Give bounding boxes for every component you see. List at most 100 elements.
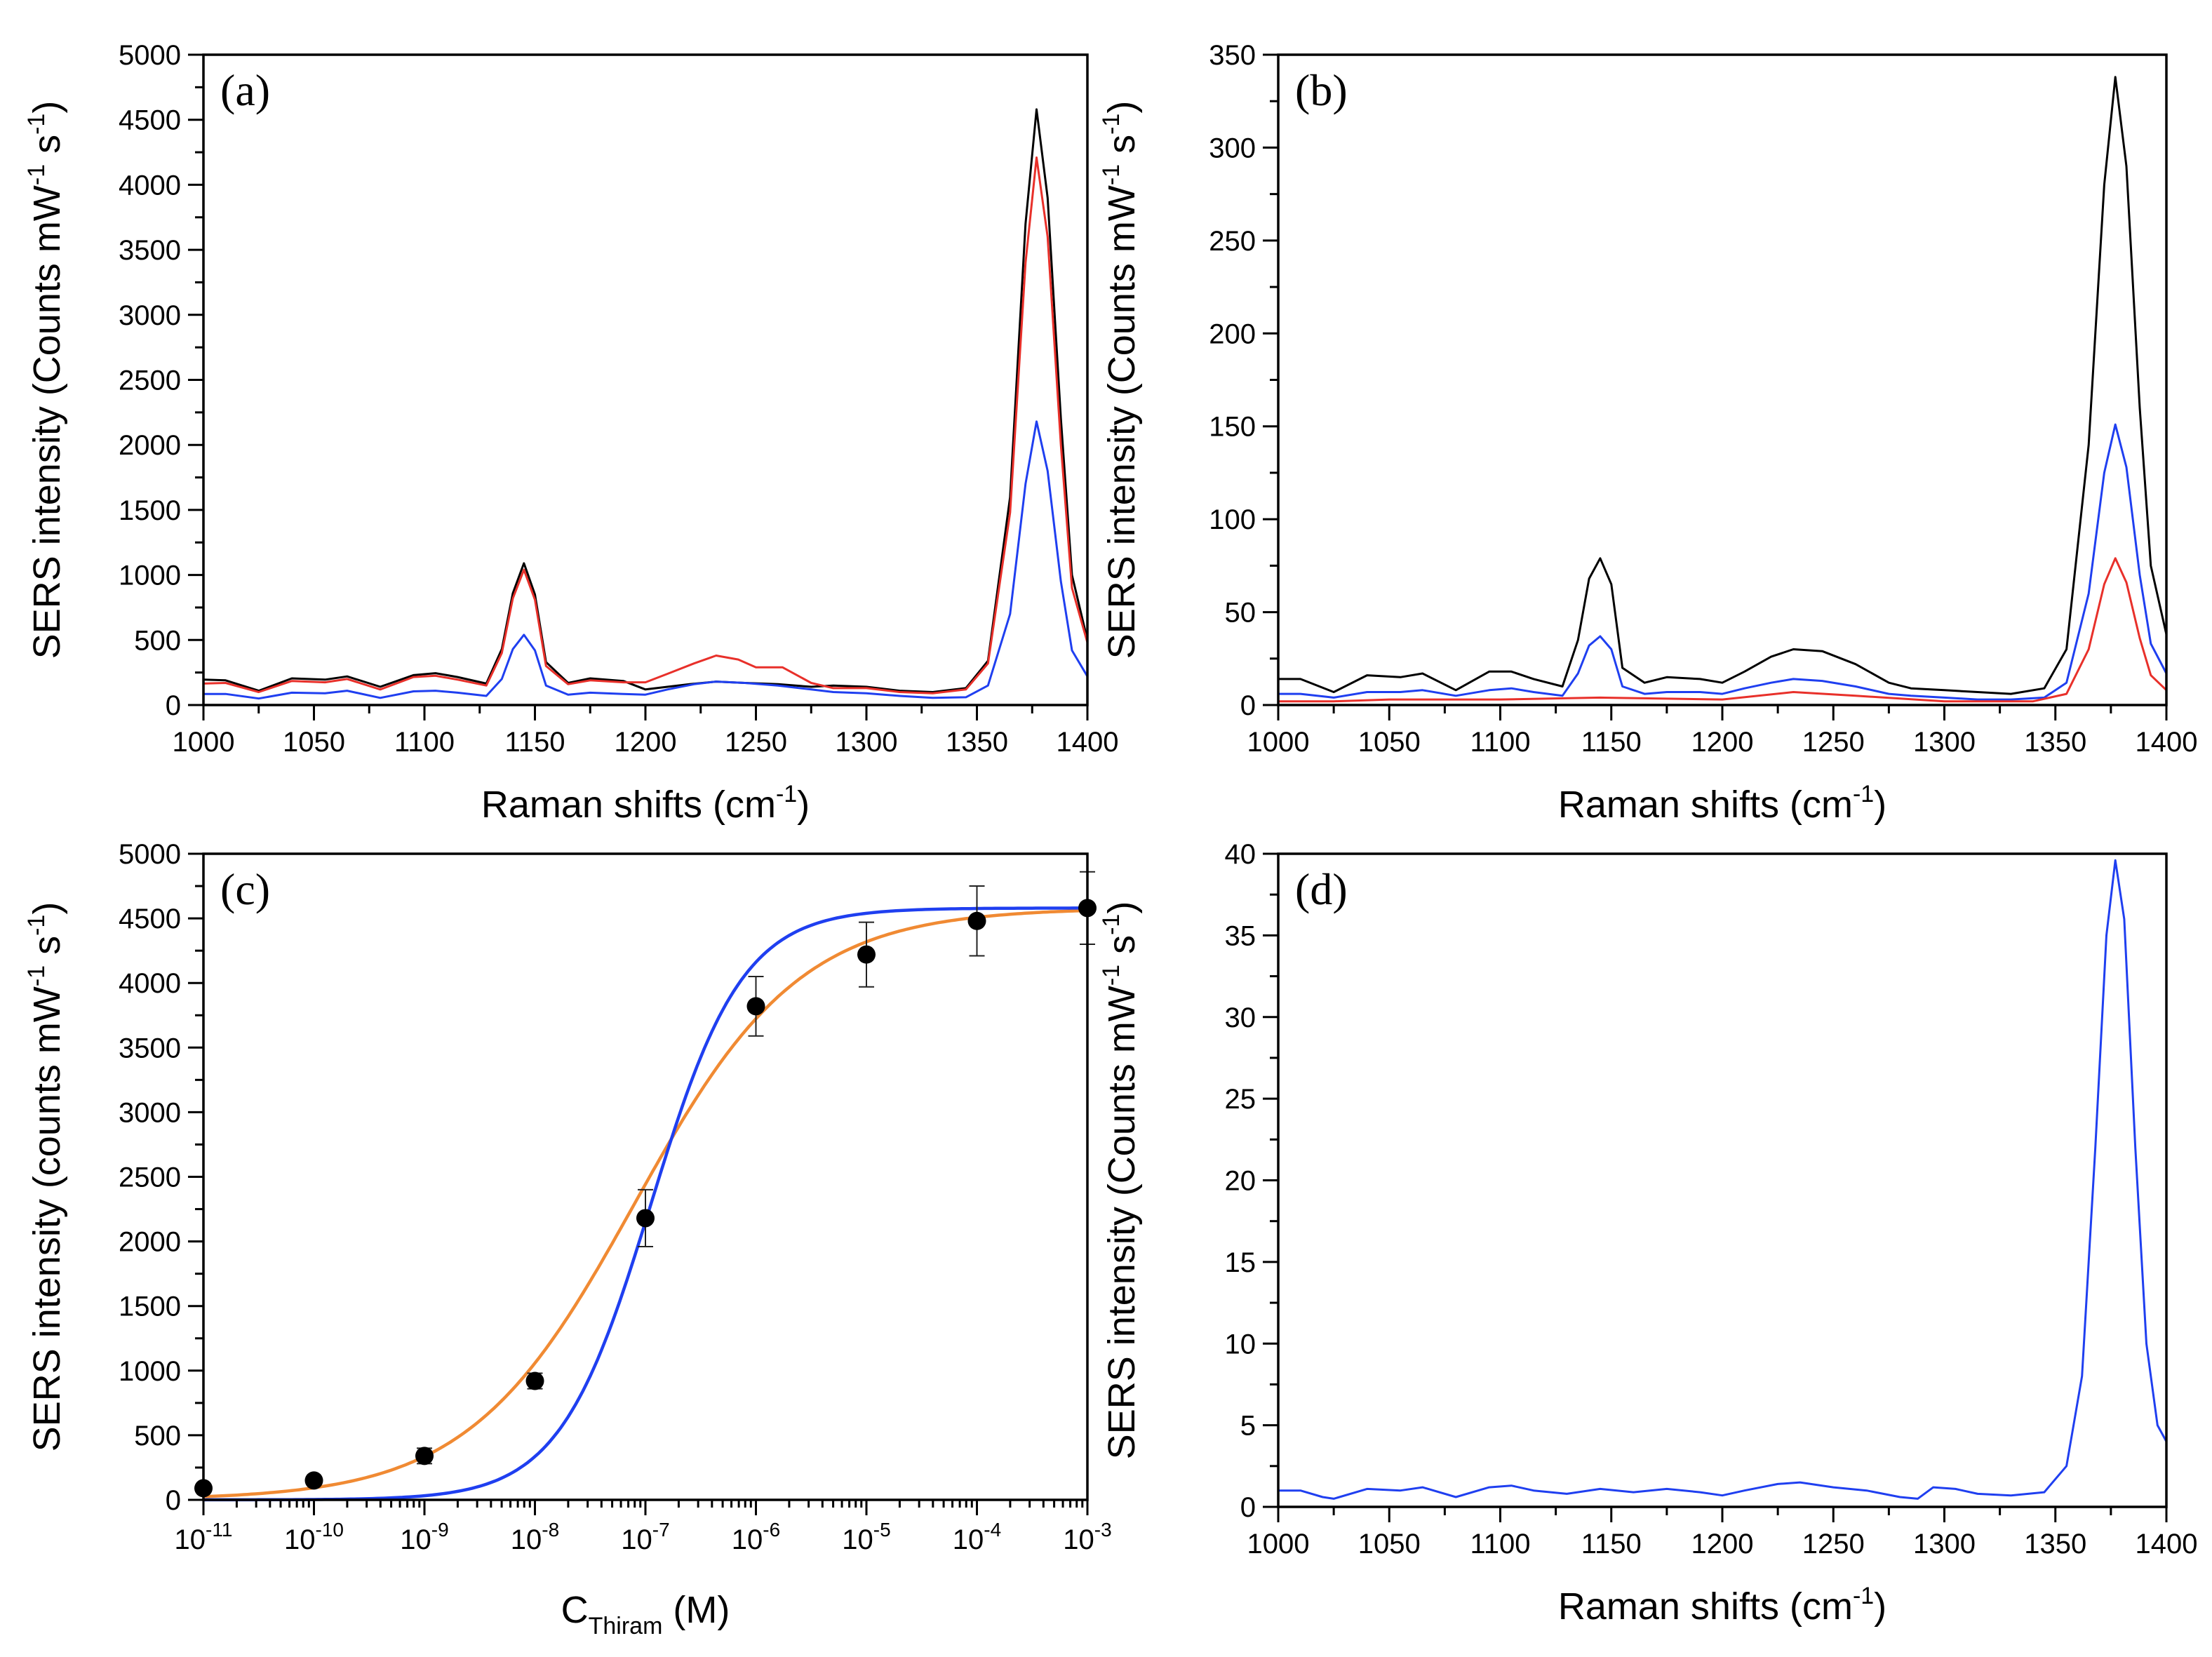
data-point: [525, 1371, 544, 1390]
data-point: [857, 945, 876, 964]
y-tick-label: 30: [1225, 1002, 1256, 1033]
x-tick-label: 1200: [615, 727, 677, 758]
x-tick-base: 10: [953, 1524, 984, 1555]
x-tick-label: 10-8: [511, 1519, 559, 1555]
x-tick-label: 1150: [1581, 1529, 1642, 1559]
x-axis-title-text: ): [1874, 784, 1886, 826]
x-tick-label: 1350: [2024, 1529, 2086, 1559]
x-axis-title-text: (M): [662, 1589, 730, 1631]
y-axis-title-sup: -1: [1098, 114, 1125, 135]
y-tick-label: 1500: [119, 495, 181, 526]
series-line-blue: [1278, 423, 2168, 701]
x-tick-label: 1150: [1581, 727, 1642, 758]
x-axis-title-text: Raman shifts (cm: [1558, 1585, 1853, 1628]
series-line-red: [203, 156, 1089, 695]
x-tick-label: 1100: [1470, 1529, 1530, 1559]
y-axis-title-sup: -1: [23, 164, 50, 185]
y-tick-label: 0: [1240, 1492, 1256, 1523]
x-tick-label: 1300: [1913, 727, 1976, 758]
y-axis-title-text: SERS intensity (Counts mW: [1101, 185, 1143, 659]
x-tick-base: 10: [732, 1524, 763, 1555]
x-tick-exponent: -5: [873, 1519, 891, 1541]
x-axis-title-text: C: [561, 1589, 589, 1631]
y-tick-label: 4500: [119, 105, 181, 136]
x-axis-title-sub: Thiram: [589, 1613, 663, 1639]
y-axis-title-sup: -1: [1098, 914, 1125, 935]
plot-frame: [202, 852, 1089, 1501]
x-tick-base: 10: [1063, 1524, 1094, 1555]
series-line-blue: [203, 420, 1089, 700]
plot-frame: [1277, 852, 2168, 1508]
y-axis-title-text: s: [1101, 935, 1143, 965]
y-tick-label: 5000: [119, 40, 181, 71]
x-tick-label: 10-9: [400, 1519, 448, 1555]
y-axis-title-text: s: [26, 135, 68, 164]
x-tick-label: 1000: [1247, 1529, 1310, 1559]
y-axis-title-sup: -1: [1098, 164, 1125, 185]
x-tick-base: 10: [842, 1524, 873, 1555]
x-tick-exponent: -11: [206, 1519, 232, 1541]
x-axis-title: Raman shifts (cm-1): [1558, 781, 1886, 826]
x-tick-base: 10: [175, 1524, 206, 1555]
y-tick-label: 350: [1209, 40, 1256, 71]
y-tick-label: 1000: [119, 1356, 181, 1387]
x-axis-title-text: Raman shifts (cm: [481, 784, 776, 826]
y-axis-title-text: ): [1101, 101, 1143, 114]
y-tick-label: 5000: [119, 839, 181, 870]
x-tick-label: 10-6: [732, 1519, 780, 1555]
data-point: [415, 1447, 434, 1465]
y-tick-label: 25: [1225, 1084, 1256, 1115]
x-tick-exponent: -3: [1094, 1519, 1112, 1541]
y-tick-label: 1500: [119, 1292, 181, 1322]
y-tick-label: 3500: [119, 1033, 181, 1064]
data-point: [304, 1471, 323, 1490]
x-tick-exponent: -9: [431, 1519, 449, 1541]
x-tick-label: 1100: [1470, 727, 1530, 758]
x-axis-title: Raman shifts (cm-1): [481, 781, 810, 826]
y-axis-title-text: ): [1101, 901, 1143, 914]
y-tick-label: 50: [1225, 598, 1256, 629]
x-tick-label: 1350: [2024, 727, 2086, 758]
x-tick-base: 10: [511, 1524, 542, 1555]
x-axis-title: CThiram (M): [561, 1589, 730, 1639]
x-tick-exponent: -4: [984, 1519, 1001, 1541]
x-axis-title-sup: -1: [1853, 781, 1874, 807]
y-tick-label: 500: [134, 1421, 181, 1451]
y-tick-label: 3000: [119, 1097, 181, 1128]
y-tick-label: 15: [1225, 1247, 1256, 1278]
y-axis-title: SERS intensity (Counts mW-1 s-1): [1098, 101, 1143, 659]
series-line-red: [1278, 557, 2168, 703]
y-tick-label: 20: [1225, 1166, 1256, 1197]
y-tick-label: 3500: [119, 235, 181, 266]
x-tick-label: 1200: [1691, 1529, 1754, 1559]
y-axis-title-text: SERS intensity (counts mW: [26, 986, 68, 1451]
y-axis-title-sup: -1: [23, 915, 50, 936]
x-tick-label: 10-11: [175, 1519, 233, 1555]
x-tick-label: 1100: [394, 727, 455, 758]
x-tick-label: 1250: [725, 727, 787, 758]
x-axis-title: Raman shifts (cm-1): [1558, 1583, 1886, 1628]
x-tick-label: 1300: [1913, 1529, 1976, 1559]
x-tick-label: 1150: [504, 727, 565, 758]
x-tick-exponent: -6: [763, 1519, 780, 1541]
y-tick-label: 0: [1240, 690, 1256, 721]
y-tick-label: 40: [1225, 839, 1256, 870]
x-axis-title-sup: -1: [776, 781, 797, 807]
series-line-black: [1278, 76, 2168, 695]
y-axis-title-text: ): [26, 101, 68, 114]
y-tick-label: 4500: [119, 904, 181, 934]
x-tick-label: 10-7: [621, 1519, 669, 1555]
y-axis-title-sup: -1: [23, 965, 50, 986]
y-axis-title-sup: -1: [1098, 965, 1125, 986]
x-tick-exponent: -7: [652, 1519, 670, 1541]
x-tick-base: 10: [284, 1524, 316, 1555]
y-tick-label: 2000: [119, 1227, 181, 1258]
y-axis-title-text: SERS intensity (Counts mW: [26, 185, 68, 659]
plot-frame: [202, 53, 1089, 706]
x-tick-label: 10-5: [842, 1519, 890, 1555]
y-tick-label: 500: [134, 625, 181, 656]
y-axis-title-text: SERS intensity (Counts mW: [1101, 986, 1143, 1459]
y-tick-label: 10: [1225, 1329, 1256, 1360]
y-tick-label: 4000: [119, 968, 181, 999]
y-tick-label: 35: [1225, 920, 1256, 951]
